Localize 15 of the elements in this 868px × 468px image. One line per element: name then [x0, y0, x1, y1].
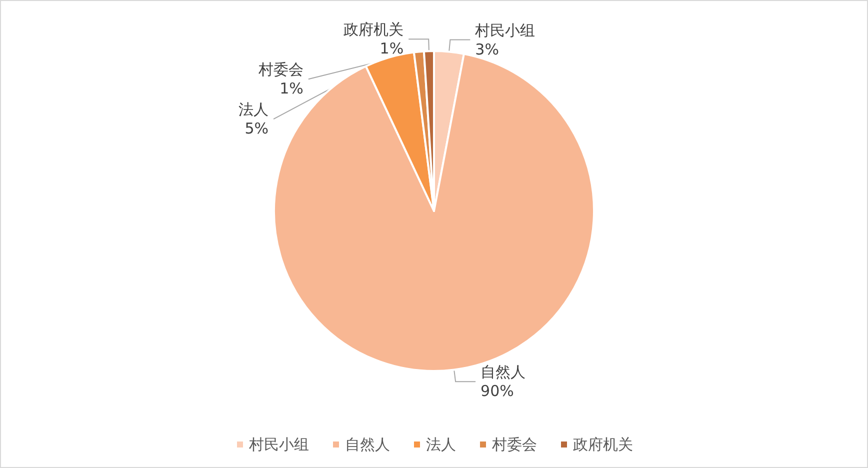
data-label: 3%: [475, 40, 499, 58]
legend-label: 政府机关: [573, 436, 633, 454]
data-label: 90%: [480, 382, 514, 400]
data-label: 1%: [380, 40, 404, 58]
slice-label: 法人: [238, 100, 269, 119]
data-label: 5%: [244, 120, 269, 138]
legend-label: 法人: [426, 436, 456, 454]
data-label: 1%: [280, 80, 304, 98]
slice-label: 村民小组: [474, 21, 536, 40]
slice-label: 村委会: [257, 60, 304, 79]
legend-label: 村委会: [491, 436, 537, 454]
legend-label: 自然人: [345, 436, 390, 454]
slice-label: 政府机关: [344, 20, 404, 39]
slice-label: 自然人: [480, 363, 526, 382]
legend-label: 村民小组: [248, 436, 309, 454]
